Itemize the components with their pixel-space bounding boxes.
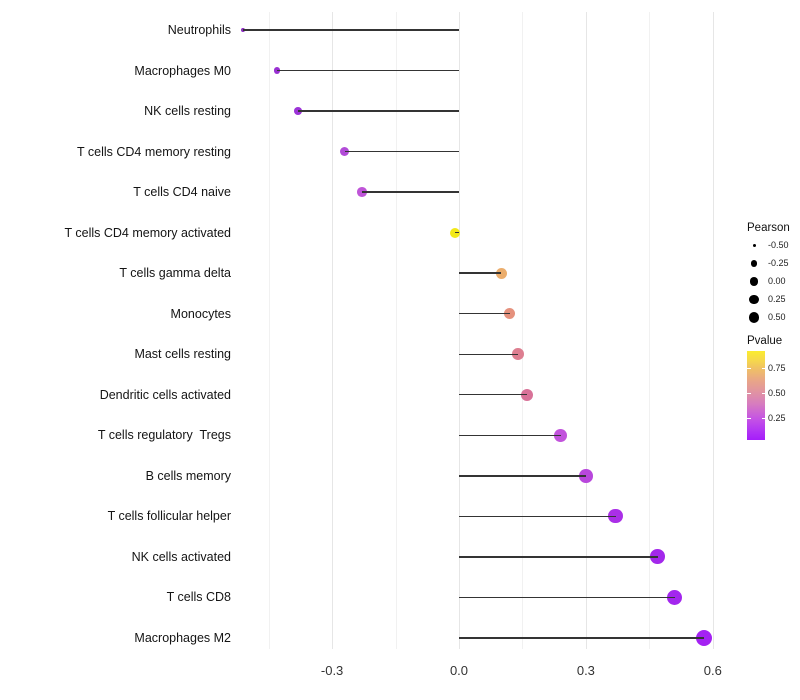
stem-line <box>277 69 459 72</box>
stem-line <box>361 191 459 193</box>
colorbar-tick <box>761 417 765 419</box>
category-label: Macrophages M0 <box>134 63 231 78</box>
pvalue-legend-title: Pvalue <box>747 335 783 347</box>
data-point <box>273 67 281 74</box>
category-label: T cells CD4 naive <box>133 185 231 200</box>
legend-size-dot <box>749 277 759 286</box>
stem-line <box>454 231 459 234</box>
gridline-minor <box>522 12 524 649</box>
colorbar-label: 0.25 <box>768 412 786 423</box>
legend-size-dot <box>750 260 758 267</box>
stem-line <box>459 637 705 639</box>
gridline-minor <box>268 12 270 649</box>
category-label: T cells gamma delta <box>119 266 231 281</box>
legend-size-label: 0.25 <box>768 293 786 304</box>
gridline-major <box>459 12 460 649</box>
stem-line <box>243 29 459 31</box>
colorbar-tick <box>747 367 751 369</box>
stem-line <box>459 475 586 477</box>
colorbar-label: 0.50 <box>768 387 786 398</box>
data-point <box>579 469 593 483</box>
category-label: NK cells activated <box>131 549 231 564</box>
gridline-major <box>585 12 587 649</box>
legend-size-label: 0.50 <box>768 311 786 322</box>
data-point <box>520 388 533 401</box>
category-label: T cells CD4 memory resting <box>77 144 231 159</box>
colorbar-tick <box>761 367 765 369</box>
data-point <box>449 227 460 238</box>
category-label: NK cells resting <box>144 104 231 119</box>
stem-line <box>459 434 561 436</box>
colorbar-label: 0.75 <box>768 362 786 373</box>
category-label: B cells memory <box>145 468 231 483</box>
legend-size-dot <box>752 244 756 248</box>
stem-line <box>298 110 459 112</box>
category-label: Monocytes <box>170 306 231 321</box>
stem-line <box>459 556 658 558</box>
data-point <box>650 549 666 565</box>
gridline-minor <box>649 12 651 649</box>
x-tick-label: -0.3 <box>320 663 344 678</box>
category-label: Dendritic cells activated <box>99 387 231 402</box>
stem-line <box>459 353 519 355</box>
x-tick-label: 0.6 <box>703 663 722 678</box>
x-tick-label: 0.3 <box>576 663 595 678</box>
gridline-minor <box>395 12 397 649</box>
category-label: T cells CD4 memory activated <box>64 225 232 240</box>
data-point <box>696 629 713 646</box>
category-label: Neutrophils <box>167 23 231 37</box>
x-tick-label: 0.0 <box>449 663 469 678</box>
stem-line <box>459 596 675 599</box>
colorbar-tick <box>761 392 765 394</box>
data-point <box>608 509 623 524</box>
data-point <box>667 589 683 605</box>
category-label: Macrophages M2 <box>134 630 231 645</box>
category-label: T cells CD8 <box>166 590 231 605</box>
category-label: Mast cells resting <box>134 347 231 362</box>
colorbar-tick <box>747 392 751 394</box>
category-label: T cells regulatory Tregs <box>97 428 231 443</box>
gridline-major <box>332 12 334 649</box>
legend-size-label: -0.50 <box>768 240 789 251</box>
category-label: T cells follicular helper <box>107 509 231 524</box>
pvalue-colorbar <box>747 351 765 440</box>
legend-size-dot <box>748 311 760 323</box>
legend-size-label: -0.25 <box>768 258 789 269</box>
legend-size-dot <box>749 294 759 305</box>
legend-size-label: 0.00 <box>768 276 786 286</box>
stem-line <box>344 150 459 153</box>
gridline-major <box>712 12 714 649</box>
colorbar-tick <box>747 417 751 419</box>
data-point <box>495 267 507 279</box>
pearson-legend-title: Pearson <box>747 222 790 234</box>
stem-line <box>459 313 510 315</box>
stem-line <box>459 272 502 274</box>
stem-line <box>459 515 616 518</box>
stem-line <box>459 394 527 396</box>
